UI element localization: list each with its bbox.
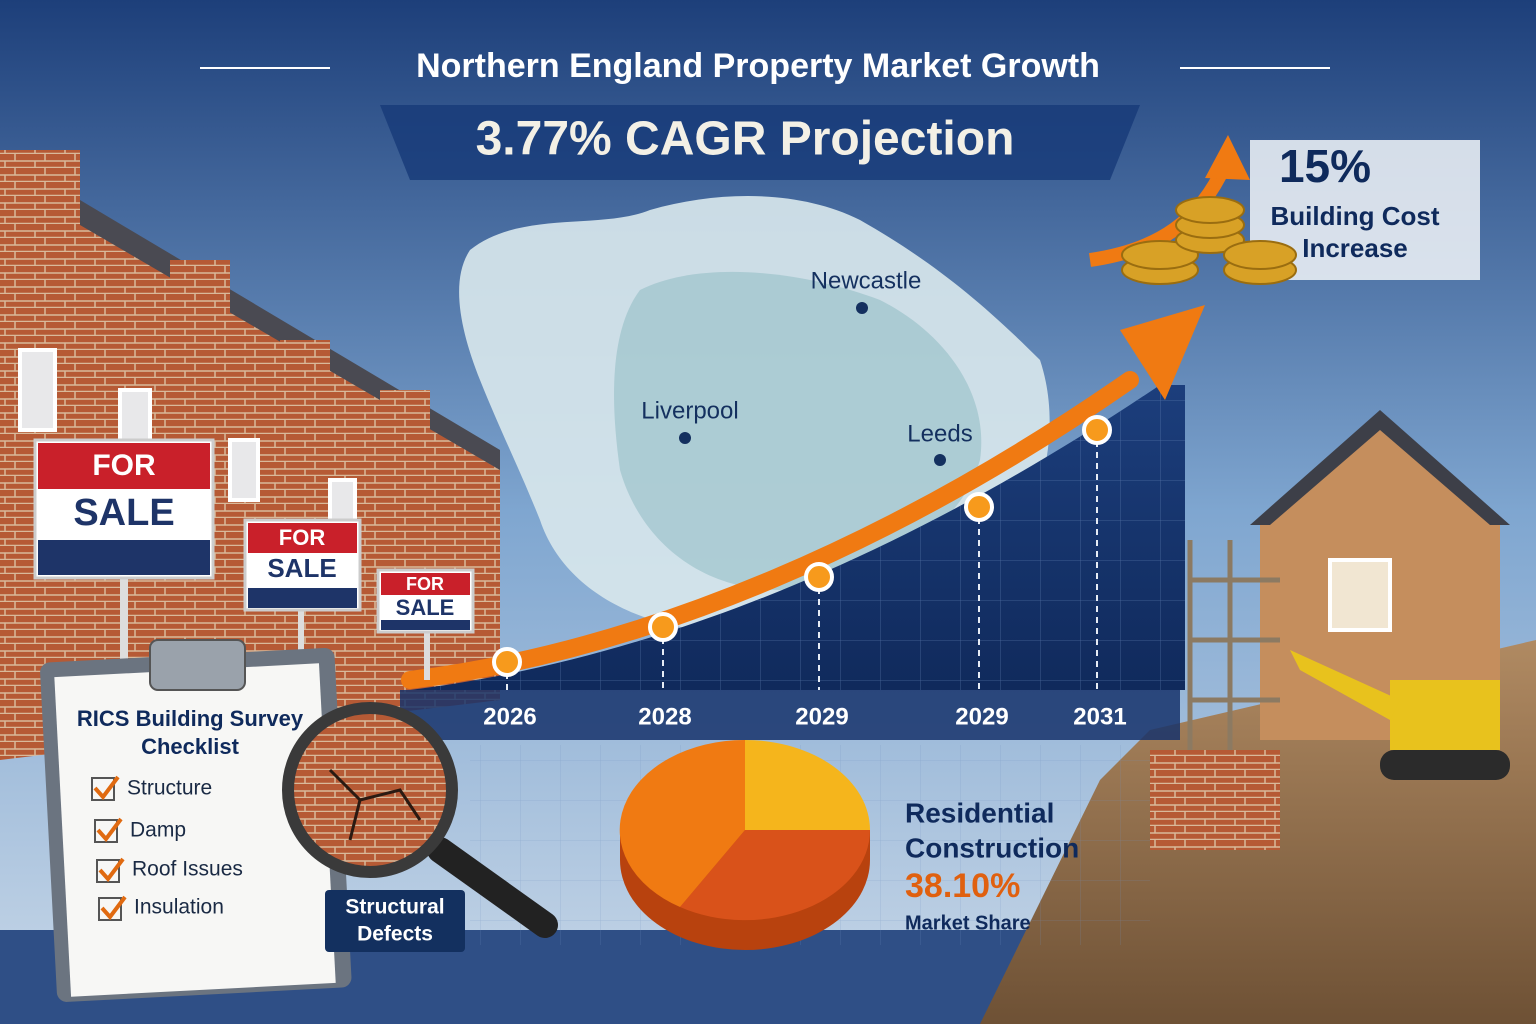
title: Northern England Property Market Growth — [416, 47, 1100, 85]
decoration — [1205, 135, 1250, 180]
decoration — [1223, 240, 1297, 270]
map-highlight — [614, 271, 982, 590]
share-label: Construction — [905, 832, 1079, 863]
decoration — [282, 702, 458, 878]
decoration — [54, 663, 336, 997]
decoration — [120, 575, 128, 685]
decoration — [298, 608, 304, 668]
city-dot — [679, 432, 691, 444]
decoration — [18, 348, 57, 432]
decoration — [381, 620, 470, 630]
decoration — [170, 260, 230, 330]
year-label: 2029 — [795, 703, 848, 730]
decoration — [410, 385, 1185, 690]
magnifier — [282, 702, 558, 952]
sign-text: FOR — [406, 574, 444, 594]
checklist-item: Insulation — [134, 896, 224, 919]
decoration — [38, 443, 210, 489]
sign-text: FOR — [279, 525, 326, 550]
decoration — [380, 390, 430, 450]
city-label: Liverpool — [641, 397, 738, 424]
decoration — [680, 830, 871, 921]
sign-text: FOR — [92, 449, 156, 482]
decoration — [149, 639, 246, 691]
checklist-title: RICS Building Survey — [77, 706, 304, 731]
decoration — [1328, 558, 1392, 632]
sign-text: SALE — [73, 492, 174, 534]
for-sale-signs — [33, 438, 475, 685]
decoration — [1121, 240, 1199, 270]
decoration — [964, 492, 994, 522]
decoration — [1187, 540, 1280, 800]
checklist-title: Checklist — [141, 734, 239, 759]
year-label: 2026 — [483, 703, 536, 730]
decoration — [1082, 415, 1112, 445]
decoration — [1150, 750, 1280, 850]
decoration — [1250, 410, 1510, 525]
decoration: 2026 2028 2029 2029 2031 — [483, 703, 1126, 730]
decoration — [38, 540, 210, 575]
decoration — [804, 562, 834, 592]
decoration — [1121, 196, 1297, 285]
decoration — [424, 630, 430, 680]
decoration — [492, 647, 522, 677]
year-label: 2028 — [638, 703, 691, 730]
sign-text: SALE — [267, 553, 336, 583]
decoration — [648, 612, 678, 642]
cost-label: Building Cost — [1271, 201, 1440, 231]
decoration — [619, 739, 745, 907]
magnifier-label: Structural — [345, 896, 444, 919]
decoration — [228, 438, 260, 502]
decoration — [1290, 650, 1500, 750]
decoration — [248, 588, 357, 608]
share-label: Residential — [905, 797, 1054, 828]
cost-label: Increase — [1302, 233, 1408, 263]
share-value: 38.10% — [905, 867, 1020, 905]
checkboxes — [91, 775, 127, 921]
decoration — [745, 740, 870, 830]
decoration — [381, 573, 470, 595]
decoration — [325, 890, 465, 952]
pie-chart — [619, 739, 871, 950]
checklist-item: Damp — [130, 819, 186, 842]
decoration — [280, 340, 330, 400]
cost-value: 15% — [1279, 140, 1371, 192]
decoration — [0, 150, 80, 230]
city-dot — [856, 302, 868, 314]
year-label: 2031 — [1073, 703, 1126, 730]
magnifier-label: Defects — [357, 923, 433, 946]
checklist-item: Structure — [127, 777, 212, 800]
decoration — [400, 690, 1180, 740]
decoration — [1089, 162, 1232, 267]
cost-callout — [1089, 135, 1480, 285]
decoration — [1175, 196, 1245, 224]
sign-text: SALE — [396, 595, 455, 620]
city-dot — [934, 454, 946, 466]
decoration — [248, 523, 357, 553]
decoration — [427, 837, 558, 938]
decoration — [1380, 750, 1510, 780]
city-label: Newcastle — [811, 267, 922, 294]
year-label: 2029 — [955, 703, 1008, 730]
clipboard — [40, 639, 352, 1002]
decoration — [328, 768, 422, 841]
growth-chart — [400, 305, 1205, 740]
decoration — [93, 775, 127, 921]
decoration — [1290, 650, 1400, 720]
city-label: Leeds — [907, 420, 972, 447]
subtitle-banner — [380, 105, 1140, 180]
decoration — [1390, 680, 1500, 750]
checklist-item: Roof Issues — [132, 858, 243, 881]
decoration — [492, 415, 1112, 677]
decoration — [1120, 305, 1205, 400]
subtitle: 3.77% CAGR Projection — [476, 113, 1015, 166]
share-caption: Market Share — [905, 912, 1031, 934]
